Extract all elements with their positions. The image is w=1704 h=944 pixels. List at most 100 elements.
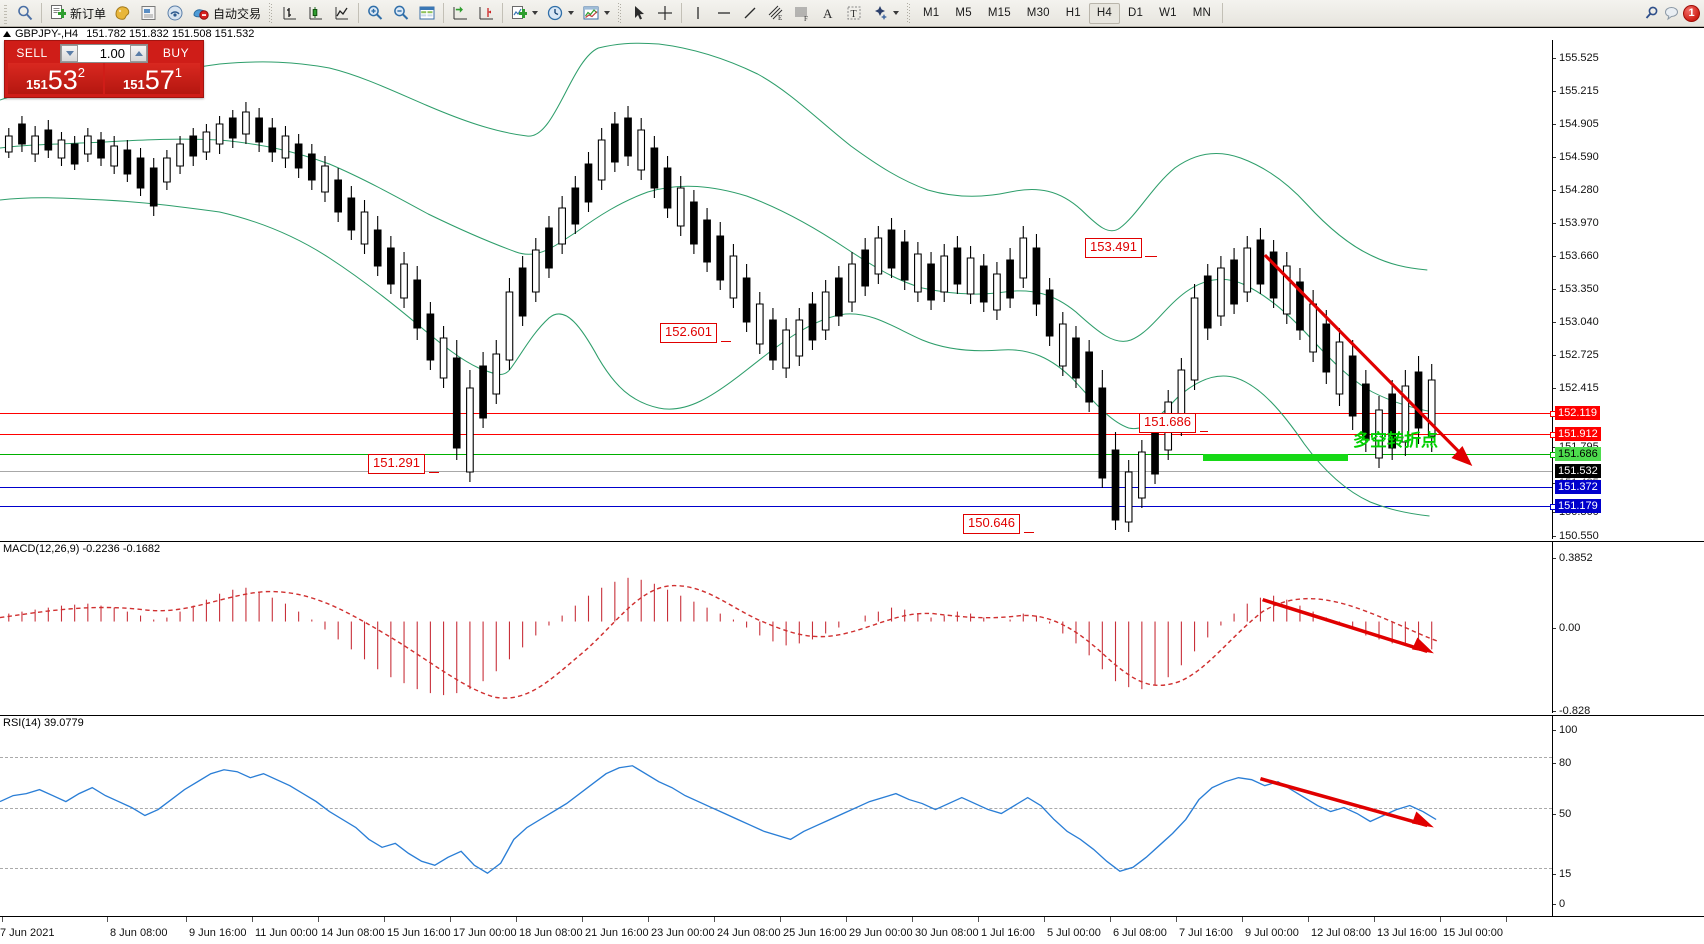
volume-decrease-button[interactable] — [61, 44, 78, 62]
chevron-down-icon-2[interactable] — [568, 11, 575, 15]
sell-button[interactable]: SELL — [16, 46, 48, 60]
annotation-153491[interactable]: 153.491 — [1085, 238, 1142, 258]
signals-button[interactable] — [162, 2, 188, 25]
buy-price-big: 57 — [144, 65, 175, 96]
timeframe-mn[interactable]: MN — [1192, 7, 1212, 19]
volume-increase-button[interactable] — [130, 44, 147, 62]
new-order-button[interactable]: 新订单 — [45, 2, 110, 25]
price-level-line-152119[interactable] — [0, 411, 1556, 417]
annotation-151291[interactable]: 151.291 — [368, 454, 425, 474]
time-axis[interactable]: 7 Jun 2021 8 Jun 08:00 9 Jun 16:00 11 Ju… — [0, 916, 1704, 944]
buy-button[interactable]: BUY — [162, 46, 190, 60]
horizontal-line-tool[interactable] — [711, 2, 737, 25]
price-pane[interactable]: 153.491 152.601 151.686 151.291 150.646 — [0, 40, 1704, 542]
timeframe-d1[interactable]: D1 — [1128, 7, 1144, 19]
macd-label: MACD(12,26,9) -0.2236 -0.1682 — [3, 543, 161, 555]
time-tick — [912, 917, 913, 922]
macd-tick: -0.828 — [1553, 705, 1590, 717]
one-click-trading-panel[interactable]: SELL 1.00 BUY 151 53 2 151 57 1 — [4, 40, 204, 98]
search-icon[interactable] — [1643, 4, 1661, 22]
timeframe-m1[interactable]: M1 — [923, 7, 940, 19]
chevron-up-icon-volume — [134, 50, 143, 56]
toolbar-separator-2 — [358, 3, 360, 23]
crosshair-tool[interactable] — [652, 2, 678, 25]
macd-axis[interactable]: 0.3852 0.00 -0.828 — [1552, 542, 1704, 717]
candlestick-chart-button[interactable] — [303, 2, 329, 25]
chinese-annotation-note[interactable]: 多空转折点 — [1353, 431, 1438, 451]
line-chart-button[interactable] — [329, 2, 355, 25]
rsi-axis[interactable]: 100 80 50 15 0 — [1552, 716, 1704, 917]
notification-badge[interactable]: 1 — [1683, 4, 1700, 22]
price-level-line-151179[interactable] — [0, 504, 1556, 510]
price-chip-151372[interactable]: 151.372 — [1555, 480, 1601, 494]
shapes-tool[interactable] — [867, 2, 903, 25]
data-window-button[interactable] — [414, 2, 440, 25]
rsi-tick: 50 — [1553, 808, 1571, 820]
price-chip-151912[interactable]: 151.912 — [1555, 427, 1601, 441]
collapse-triangle-icon[interactable] — [3, 31, 11, 37]
zoom-out-button[interactable] — [388, 2, 414, 25]
notification-icon[interactable] — [1663, 4, 1681, 22]
annotation-152601[interactable]: 152.601 — [660, 323, 717, 343]
macd-pane[interactable]: MACD(12,26,9) -0.2236 -0.1682 — [0, 541, 1704, 717]
tick-label: 154.590 — [1559, 151, 1599, 163]
chevron-down-icon-3[interactable] — [604, 11, 611, 15]
auto-trading-button[interactable]: 自动交易 — [188, 2, 265, 25]
annotation-150646[interactable]: 150.646 — [963, 514, 1020, 534]
auto-scroll-button[interactable] — [447, 2, 473, 25]
periods-button[interactable] — [542, 2, 578, 25]
toolbar-grip-4[interactable] — [905, 2, 914, 24]
timeframe-h1[interactable]: H1 — [1065, 7, 1081, 19]
tick-label: 0.3852 — [1559, 552, 1593, 564]
trendline-tool[interactable] — [737, 2, 763, 25]
rsi-pane[interactable]: RSI(14) 39.0779 100 80 50 15 — [0, 715, 1704, 917]
time-tick — [780, 917, 781, 922]
price-tick: 154.905 — [1553, 118, 1599, 130]
timeframe-m15[interactable]: M15 — [987, 7, 1011, 19]
time-tick — [714, 917, 715, 922]
indicators-button[interactable] — [506, 2, 542, 25]
sell-price-display[interactable]: 151 53 2 — [8, 63, 103, 94]
volume-stepper[interactable]: 1.00 — [60, 43, 148, 63]
timeframe-m30[interactable]: M30 — [1026, 7, 1050, 19]
time-tick — [516, 917, 517, 922]
annotation-151686[interactable]: 151.686 — [1139, 413, 1196, 433]
chevron-down-icon-4[interactable] — [893, 11, 900, 15]
theme-button[interactable] — [110, 2, 136, 25]
time-tick — [1242, 917, 1243, 922]
price-chip-151686[interactable]: 151.686 — [1555, 447, 1601, 461]
volume-value[interactable]: 1.00 — [99, 45, 125, 61]
chevron-down-icon[interactable] — [532, 11, 539, 15]
price-chip-151179[interactable]: 151.179 — [1555, 499, 1601, 513]
chart-shift-button[interactable] — [473, 2, 499, 25]
time-tick — [1374, 917, 1375, 922]
price-chip-152119[interactable]: 152.119 — [1555, 406, 1600, 420]
timeframe-w1[interactable]: W1 — [1159, 7, 1177, 19]
price-axis[interactable]: 155.525 155.215 154.905 154.590 154.280 … — [1552, 40, 1704, 542]
rsi-plot-area[interactable] — [0, 716, 1704, 917]
cursor-tool[interactable] — [626, 2, 652, 25]
toolbar-grip-3[interactable] — [616, 2, 625, 24]
ohlc-values: 151.782 151.832 151.508 151.532 — [86, 28, 255, 40]
news-button[interactable] — [136, 2, 162, 25]
macd-tick: 0.00 — [1553, 622, 1580, 634]
fibonacci-tool[interactable]: F — [789, 2, 815, 25]
price-level-line-151372[interactable] — [0, 487, 1552, 488]
annotation-text: 153.491 — [1090, 239, 1137, 254]
price-plot-area[interactable]: 153.491 152.601 151.686 151.291 150.646 — [0, 40, 1704, 539]
zoom-tool-button[interactable] — [12, 2, 38, 25]
timeframe-h4[interactable]: H4 — [1088, 2, 1120, 24]
equidistant-channel-tool[interactable]: E — [763, 2, 789, 25]
timeframe-m5[interactable]: M5 — [955, 7, 972, 19]
label-tool[interactable]: T — [841, 2, 867, 25]
zoom-in-button[interactable] — [362, 2, 388, 25]
vertical-line-tool[interactable] — [685, 2, 711, 25]
macd-plot-area[interactable] — [0, 542, 1704, 713]
toolbar-grip[interactable] — [2, 2, 10, 24]
price-level-line-151912[interactable] — [0, 432, 1556, 438]
bar-chart-button[interactable] — [277, 2, 303, 25]
templates-button[interactable] — [578, 2, 614, 25]
buy-price-display[interactable]: 151 57 1 — [105, 63, 200, 94]
text-tool[interactable]: A — [815, 2, 841, 25]
toolbar-grip-2[interactable] — [267, 2, 276, 24]
